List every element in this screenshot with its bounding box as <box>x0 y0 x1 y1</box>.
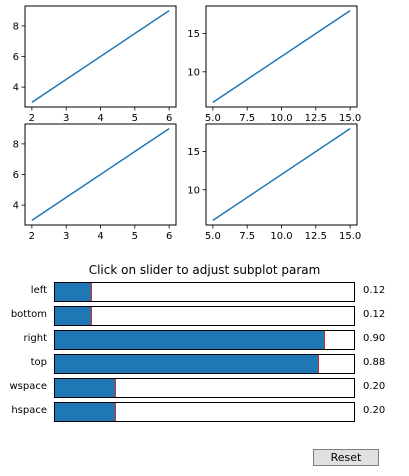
slider-hspace: hspace 0.20 <box>0 402 409 424</box>
x-tick-label: 10.0 <box>270 113 292 124</box>
slider-value-marker <box>318 355 320 373</box>
y-tick-label: 8 <box>13 139 19 150</box>
slider-right: right 0.90 <box>0 330 409 352</box>
slider-label: right <box>23 333 48 344</box>
y-tick-label: 15 <box>187 147 200 158</box>
x-tick-label: 15.0 <box>339 231 361 242</box>
slider-value-marker <box>114 379 116 397</box>
subplot-3: 2 3 4 5 6 4 6 8 <box>13 123 177 242</box>
slider-label: bottom <box>10 309 47 320</box>
series-line <box>31 9 170 104</box>
x-tick-label: 2 <box>29 231 35 242</box>
slider-label: hspace <box>11 405 47 416</box>
slider-track-right[interactable] <box>54 330 355 350</box>
x-tick-label: 5.0 <box>205 231 221 242</box>
slider-fill <box>55 331 325 349</box>
panel-title: Click on slider to adjust subplot param <box>88 263 321 277</box>
x-tick-label: 6 <box>166 113 172 124</box>
x-tick-label: 12.5 <box>305 231 327 242</box>
y-tick-label: 4 <box>13 83 19 94</box>
x-tick-label: 4 <box>97 113 103 124</box>
slider-label: left <box>30 285 47 296</box>
slider-value: 0.12 <box>363 285 386 296</box>
slider-value-marker <box>90 307 92 325</box>
slider-value-marker <box>114 403 116 421</box>
slider-value: 0.20 <box>363 405 386 416</box>
slider-fill <box>55 379 115 397</box>
slider-value: 0.88 <box>363 357 386 368</box>
slider-label: top <box>30 357 47 368</box>
y-tick-label: 8 <box>13 21 19 32</box>
y-tick-label: 10 <box>187 67 200 78</box>
slider-fill <box>55 283 91 301</box>
x-tick-label: 5.0 <box>205 113 221 124</box>
slider-value: 0.20 <box>363 381 386 392</box>
x-tick-label: 12.5 <box>305 113 327 124</box>
series-line <box>212 127 351 222</box>
slider-track-left[interactable] <box>54 282 355 302</box>
subplot-1: 2 3 4 5 6 4 6 8 <box>13 5 177 124</box>
slider-value: 0.12 <box>363 309 386 320</box>
x-tick-label: 4 <box>97 231 103 242</box>
slider-track-hspace[interactable] <box>54 402 355 422</box>
slider-track-bottom[interactable] <box>54 306 355 326</box>
slider-left: left 0.12 <box>0 282 409 304</box>
subplot-4: 5.0 7.5 10.0 12.5 15.0 10 15 <box>187 123 361 242</box>
slider-top: top 0.88 <box>0 354 409 376</box>
x-tick-label: 15.0 <box>339 113 361 124</box>
x-tick-label: 2 <box>29 113 35 124</box>
x-tick-label: 3 <box>63 231 69 242</box>
slider-wspace: wspace 0.20 <box>0 378 409 400</box>
y-tick-label: 15 <box>187 29 200 40</box>
subplots-figure: 2 3 4 5 6 4 6 8 5.0 7.5 10.0 12.5 15.0 10 15 2 3 4 5 6 4 6 8 5.… <box>13 5 361 242</box>
slider-value-marker <box>90 283 92 301</box>
series-line <box>31 127 170 222</box>
x-tick-label: 6 <box>166 231 172 242</box>
slider-fill <box>55 355 319 373</box>
x-tick-label: 5 <box>132 113 138 124</box>
slider-value: 0.90 <box>363 333 386 344</box>
y-tick-label: 6 <box>13 52 19 63</box>
slider-fill <box>55 307 91 325</box>
y-tick-label: 4 <box>13 201 19 212</box>
y-tick-label: 6 <box>13 170 19 181</box>
slider-track-top[interactable] <box>54 354 355 374</box>
reset-button[interactable]: Reset <box>313 449 379 466</box>
x-tick-label: 5 <box>132 231 138 242</box>
series-line <box>212 9 351 104</box>
slider-track-wspace[interactable] <box>54 378 355 398</box>
x-tick-label: 3 <box>63 113 69 124</box>
slider-bottom: bottom 0.12 <box>0 306 409 328</box>
slider-label: wspace <box>9 381 47 392</box>
x-tick-label: 7.5 <box>239 113 255 124</box>
x-tick-label: 10.0 <box>270 231 292 242</box>
x-tick-label: 7.5 <box>239 231 255 242</box>
slider-fill <box>55 403 115 421</box>
subplot-2: 5.0 7.5 10.0 12.5 15.0 10 15 <box>187 5 361 124</box>
slider-value-marker <box>324 331 326 349</box>
y-tick-label: 10 <box>187 185 200 196</box>
